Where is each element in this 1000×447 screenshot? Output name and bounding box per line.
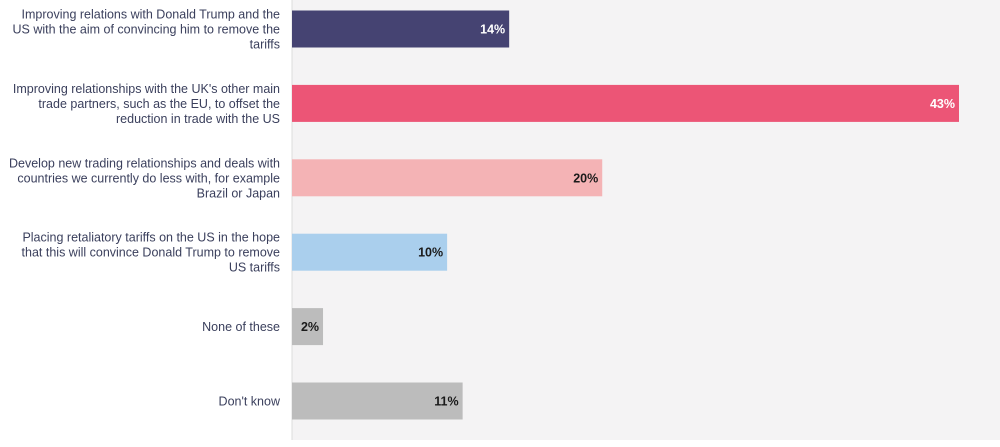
category-label-2: Develop new trading relationships and de… (9, 156, 280, 200)
plot-area (292, 0, 1000, 440)
bar-2 (292, 159, 603, 197)
bar-1 (292, 84, 959, 122)
data-label-3: 10% (418, 246, 443, 260)
category-label-0: Improving relations with Donald Trump an… (13, 8, 281, 52)
category-label-3: Placing retaliatory tariffs on the US in… (22, 231, 280, 275)
data-label-2: 20% (573, 171, 598, 185)
data-label-1: 43% (930, 97, 955, 111)
bar-4 (292, 308, 324, 346)
data-label-0: 14% (480, 23, 505, 37)
category-label-1: Improving relationships with the UK's ot… (13, 82, 280, 126)
category-label-5: Don't know (219, 395, 281, 409)
category-label-4: None of these (202, 320, 280, 334)
bar-5 (292, 382, 463, 420)
data-label-5: 11% (434, 395, 458, 409)
data-label-4: 2% (301, 320, 319, 334)
bar-3 (292, 233, 448, 271)
bar-0 (292, 10, 510, 48)
